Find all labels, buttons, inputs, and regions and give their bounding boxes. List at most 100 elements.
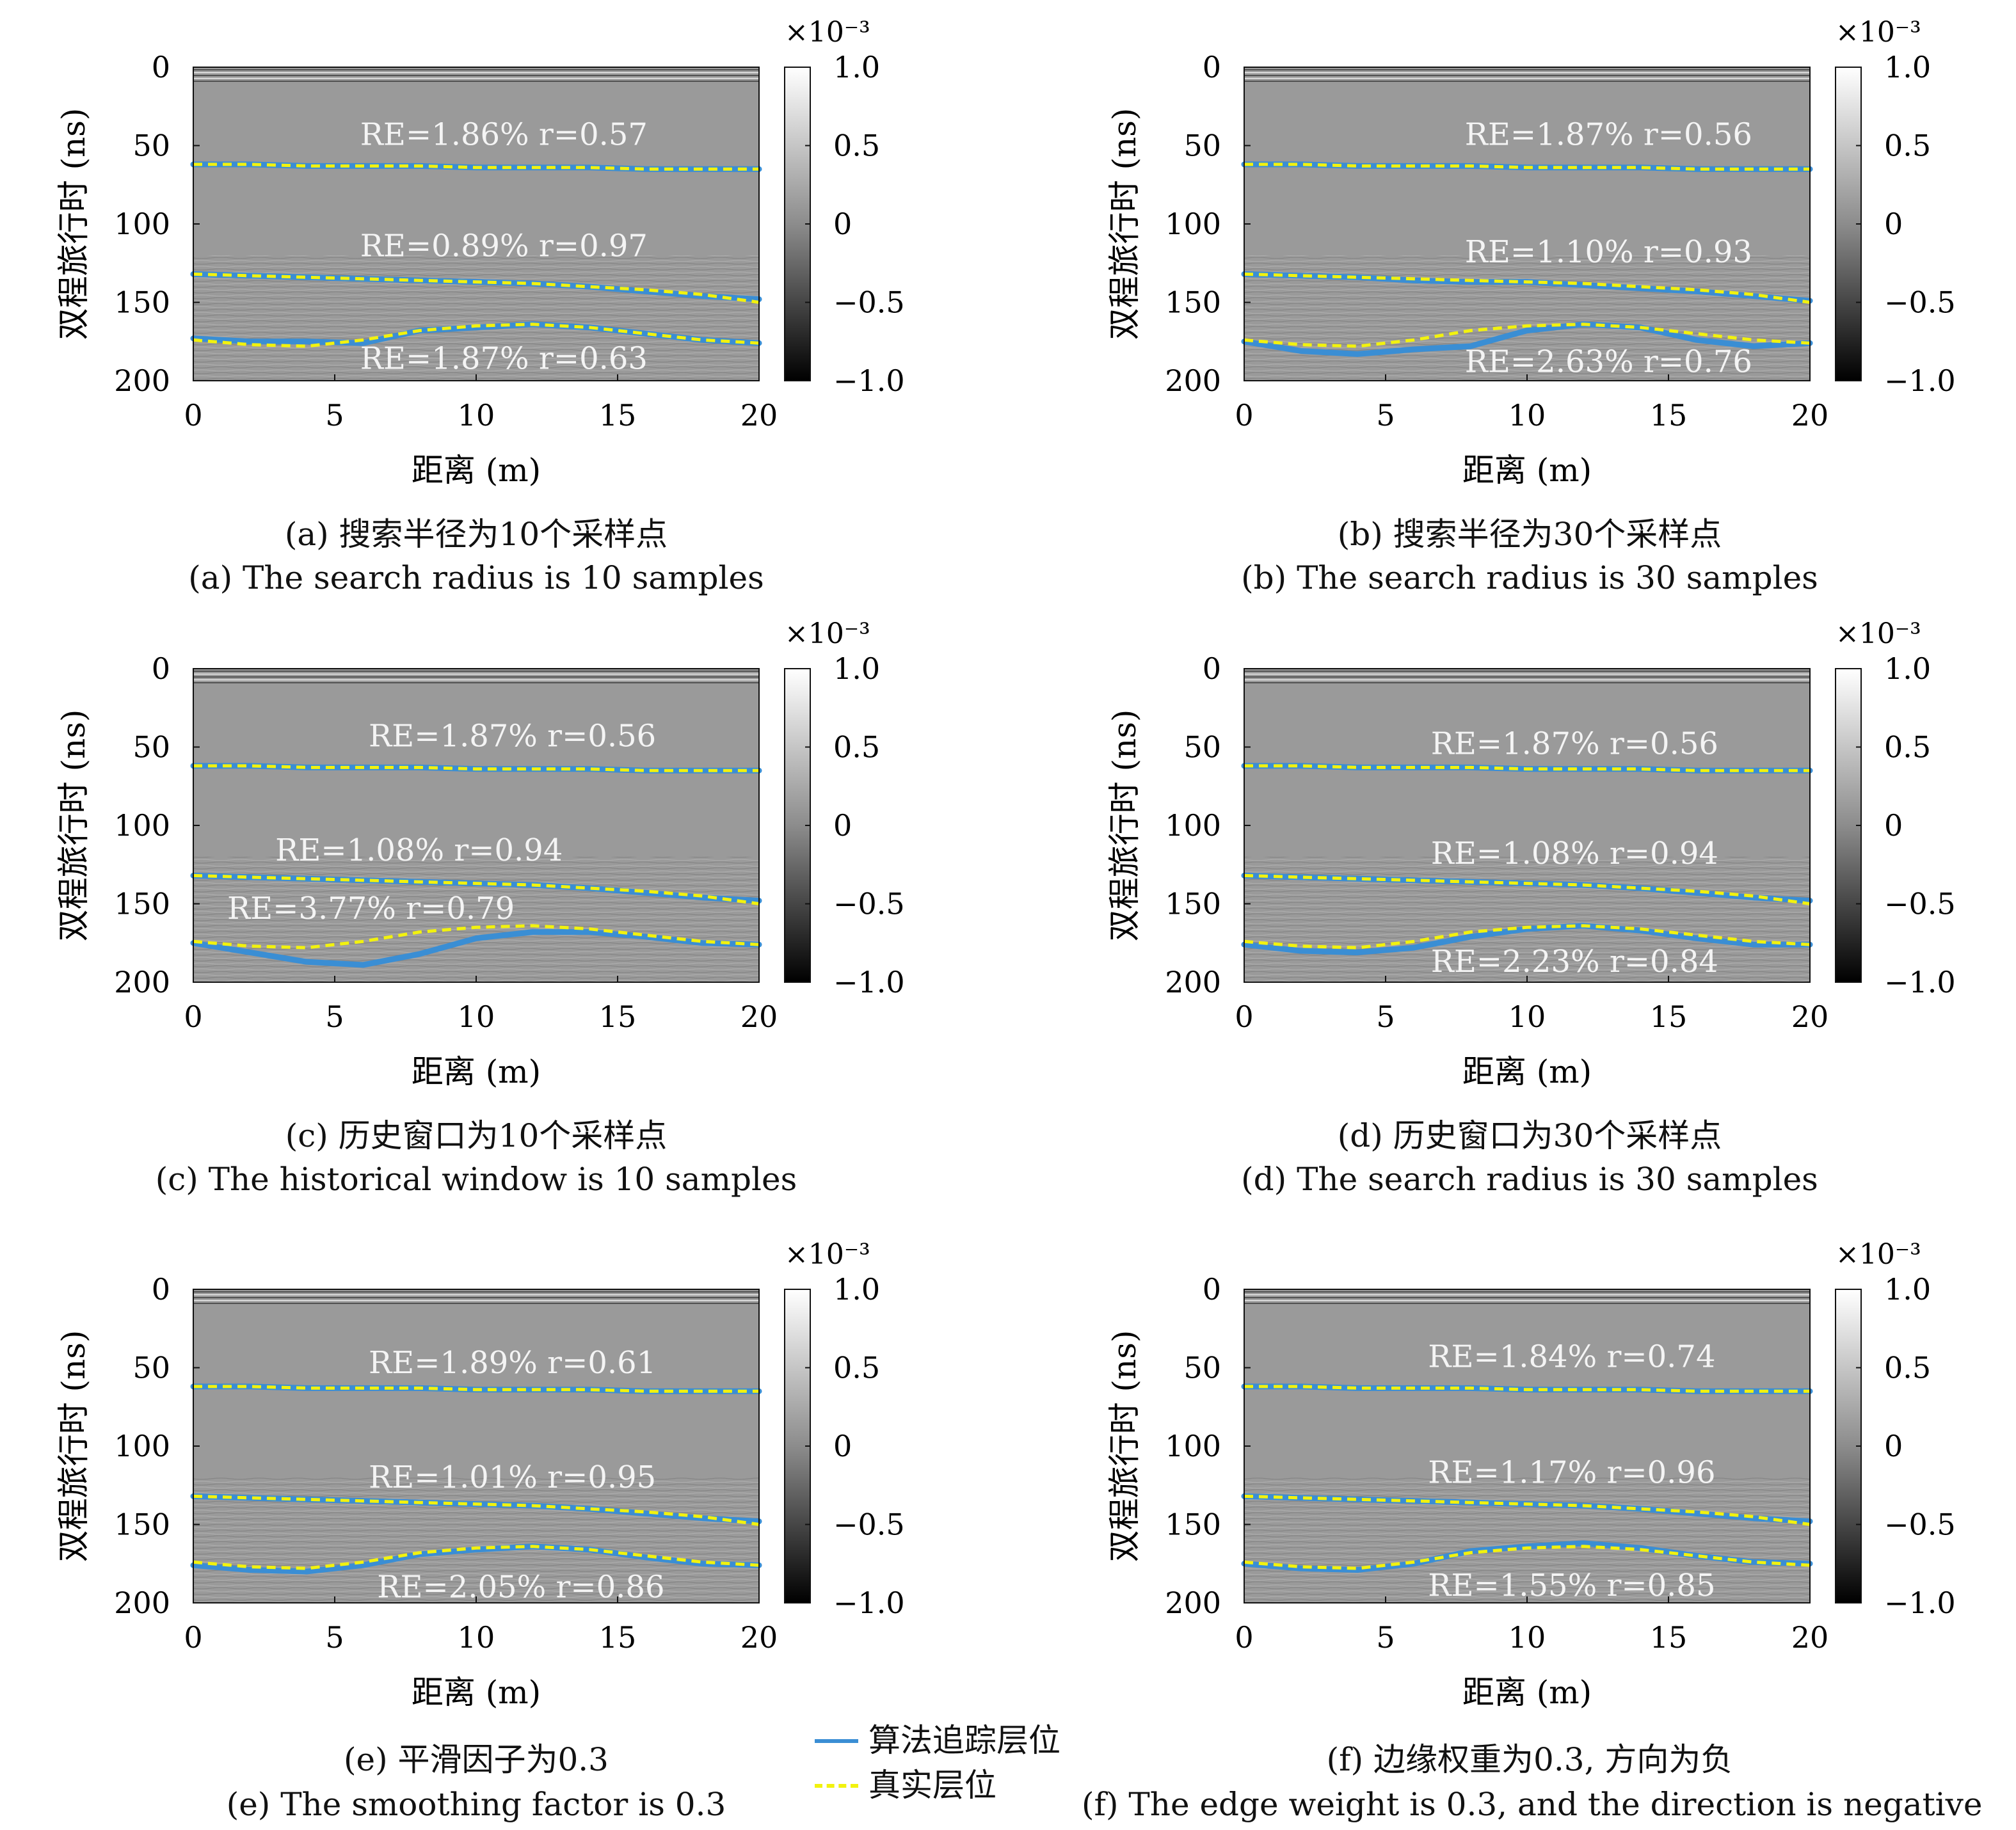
colorbar-tick-label-e-3: −0.5 bbox=[833, 1508, 905, 1542]
xtick-label-d-1: 5 bbox=[1376, 999, 1395, 1034]
ytick-label-f-3: 150 bbox=[1165, 1508, 1221, 1542]
colorbar-tick-label-d-2: 0 bbox=[1884, 808, 1903, 843]
xtick-label-e-1: 5 bbox=[325, 1620, 344, 1655]
legend-label-tracked: 算法追踪层位 bbox=[868, 1722, 1060, 1759]
ytick-label-c-0: 0 bbox=[152, 651, 170, 686]
caption-c-cn: (c) 历史窗口为10个采样点 bbox=[285, 1117, 668, 1154]
legend-swatch-tracked bbox=[815, 1739, 858, 1743]
ylabel-d: 双程旅行时 (ns) bbox=[1106, 710, 1143, 942]
xtick-label-a-0: 0 bbox=[184, 398, 202, 433]
colorbar-e bbox=[784, 1289, 811, 1603]
panel-d: RE=1.87% r=0.56 RE=1.08% r=0.94 RE=2.23% r… bbox=[1106, 617, 1956, 1090]
caption-e-cn: (e) 平滑因子为0.3 bbox=[343, 1741, 609, 1778]
ytick-label-c-3: 150 bbox=[114, 887, 170, 921]
xtick-label-f-3: 15 bbox=[1650, 1620, 1688, 1655]
caption-a-en: (a) The search radius is 10 samples bbox=[188, 559, 764, 596]
true-horizon-a-1 bbox=[193, 163, 759, 171]
ytick-label-e-2: 100 bbox=[114, 1429, 170, 1463]
caption-f-en: (f) The edge weight is 0.3, and the dire… bbox=[1082, 1786, 1983, 1823]
xtick-label-e-2: 10 bbox=[458, 1620, 495, 1655]
colorbar-tick-label-c-0: 1.0 bbox=[833, 651, 880, 686]
colorbar-tick-label-f-1: 0.5 bbox=[1884, 1351, 1931, 1385]
colorbar-tick-label-e-4: −1.0 bbox=[833, 1586, 905, 1620]
colorbar-tick-label-f-4: −1.0 bbox=[1884, 1586, 1956, 1620]
caption-e-en: (e) The smoothing factor is 0.3 bbox=[226, 1786, 726, 1823]
caption-c-en: (c) The historical window is 10 samples bbox=[155, 1161, 797, 1198]
xtick-label-e-4: 20 bbox=[740, 1620, 778, 1655]
colorbar-tick-label-d-4: −1.0 bbox=[1884, 965, 1956, 999]
colorbar-tick-label-d-0: 1.0 bbox=[1884, 651, 1931, 686]
ytick-label-f-0: 0 bbox=[1203, 1272, 1221, 1307]
xtick-label-d-2: 10 bbox=[1508, 999, 1546, 1034]
xtick-label-d-3: 15 bbox=[1650, 999, 1688, 1034]
xtick-label-b-1: 5 bbox=[1376, 398, 1395, 433]
annotation-f-2: RE=1.17% r=0.96 bbox=[1428, 1455, 1715, 1491]
caption-d-cn: (d) 历史窗口为30个采样点 bbox=[1337, 1117, 1722, 1154]
annotation-d-3: RE=2.23% r=0.84 bbox=[1431, 944, 1718, 980]
panel-c: RE=1.87% r=0.56 RE=1.08% r=0.94 RE=3.77% r… bbox=[55, 617, 905, 1090]
ytick-label-a-4: 200 bbox=[114, 363, 170, 398]
panel-b: RE=1.87% r=0.56 RE=1.10% r=0.93 RE=2.63% r… bbox=[1106, 16, 1956, 489]
ylabel-a: 双程旅行时 (ns) bbox=[55, 108, 92, 340]
ylabel-c: 双程旅行时 (ns) bbox=[55, 710, 92, 942]
colorbar-exponent-c: ×10⁻³ bbox=[785, 617, 870, 650]
legend-item-tracked: 算法追踪层位 bbox=[810, 1721, 1110, 1760]
ytick-label-e-4: 200 bbox=[114, 1586, 170, 1620]
true-horizon-e-1 bbox=[193, 1385, 759, 1393]
xtick-label-f-4: 20 bbox=[1791, 1620, 1829, 1655]
true-horizon-d-2 bbox=[1244, 873, 1811, 905]
xtick-label-c-1: 5 bbox=[325, 999, 344, 1034]
xtick-label-f-1: 5 bbox=[1376, 1620, 1395, 1655]
annotation-d-2: RE=1.08% r=0.94 bbox=[1431, 836, 1718, 871]
xtick-label-a-4: 20 bbox=[740, 398, 778, 433]
annotation-f-3: RE=1.55% r=0.85 bbox=[1428, 1568, 1715, 1603]
ytick-label-f-2: 100 bbox=[1165, 1429, 1221, 1463]
annotation-a-2: RE=0.89% r=0.97 bbox=[360, 228, 648, 264]
colorbar-tick-label-b-0: 1.0 bbox=[1884, 50, 1931, 84]
ytick-label-b-3: 150 bbox=[1165, 285, 1221, 320]
ytick-label-c-4: 200 bbox=[114, 965, 170, 999]
true-horizon-f-2 bbox=[1244, 1494, 1811, 1526]
caption-d-en: (d) The search radius is 30 samples bbox=[1241, 1161, 1818, 1198]
xlabel-c: 距离 (m) bbox=[412, 1053, 541, 1090]
colorbar-exponent-a: ×10⁻³ bbox=[785, 16, 870, 49]
caption-a-cn: (a) 搜索半径为10个采样点 bbox=[284, 516, 668, 553]
true-horizon-f-1 bbox=[1244, 1385, 1810, 1393]
colorbar-tick-label-d-3: −0.5 bbox=[1884, 887, 1956, 921]
true-horizon-b-3 bbox=[1244, 322, 1811, 348]
ytick-label-b-4: 200 bbox=[1165, 363, 1221, 398]
annotation-a-3: RE=1.87% r=0.63 bbox=[360, 341, 648, 377]
colorbar-tick-label-e-2: 0 bbox=[833, 1429, 852, 1463]
true-horizon-b-2 bbox=[1244, 272, 1811, 304]
colorbar-exponent-b: ×10⁻³ bbox=[1836, 16, 1921, 49]
xtick-label-e-0: 0 bbox=[184, 1620, 202, 1655]
xlabel-e: 距离 (m) bbox=[412, 1674, 541, 1711]
ytick-label-c-2: 100 bbox=[114, 808, 170, 843]
legend-item-true: 真实层位 bbox=[810, 1766, 1110, 1804]
true-horizon-d-1 bbox=[1244, 764, 1810, 772]
colorbar-tick-label-b-1: 0.5 bbox=[1884, 129, 1931, 163]
annotation-a-1: RE=1.86% r=0.57 bbox=[360, 116, 648, 152]
panel-f: RE=1.84% r=0.74 RE=1.17% r=0.96 RE=1.55% r… bbox=[1106, 1238, 1956, 1711]
ytick-label-d-1: 50 bbox=[1183, 730, 1221, 765]
legend-swatch-true bbox=[815, 1784, 858, 1788]
colorbar-tick-label-b-4: −1.0 bbox=[1884, 363, 1956, 398]
annotation-b-1: RE=1.87% r=0.56 bbox=[1465, 116, 1752, 152]
xtick-label-b-2: 10 bbox=[1508, 398, 1546, 433]
ytick-label-b-1: 50 bbox=[1183, 129, 1221, 163]
true-horizon-e-3 bbox=[193, 1545, 760, 1570]
xtick-label-c-4: 20 bbox=[740, 999, 778, 1034]
true-horizon-d-3 bbox=[1244, 924, 1811, 950]
xlabel-d: 距离 (m) bbox=[1462, 1053, 1592, 1090]
colorbar-tick-label-f-0: 1.0 bbox=[1884, 1272, 1931, 1307]
colorbar-exponent-d: ×10⁻³ bbox=[1836, 617, 1921, 650]
xtick-label-c-0: 0 bbox=[184, 999, 202, 1034]
annotation-e-2: RE=1.01% r=0.95 bbox=[369, 1460, 656, 1495]
true-horizon-f-3 bbox=[1244, 1545, 1811, 1570]
caption-b-cn: (b) 搜索半径为30个采样点 bbox=[1337, 516, 1722, 553]
xtick-label-e-3: 15 bbox=[599, 1620, 637, 1655]
colorbar-tick-label-c-3: −0.5 bbox=[833, 887, 905, 921]
colorbar-tick-label-b-3: −0.5 bbox=[1884, 285, 1956, 320]
tracked-horizon-b-3 bbox=[1241, 321, 1813, 357]
